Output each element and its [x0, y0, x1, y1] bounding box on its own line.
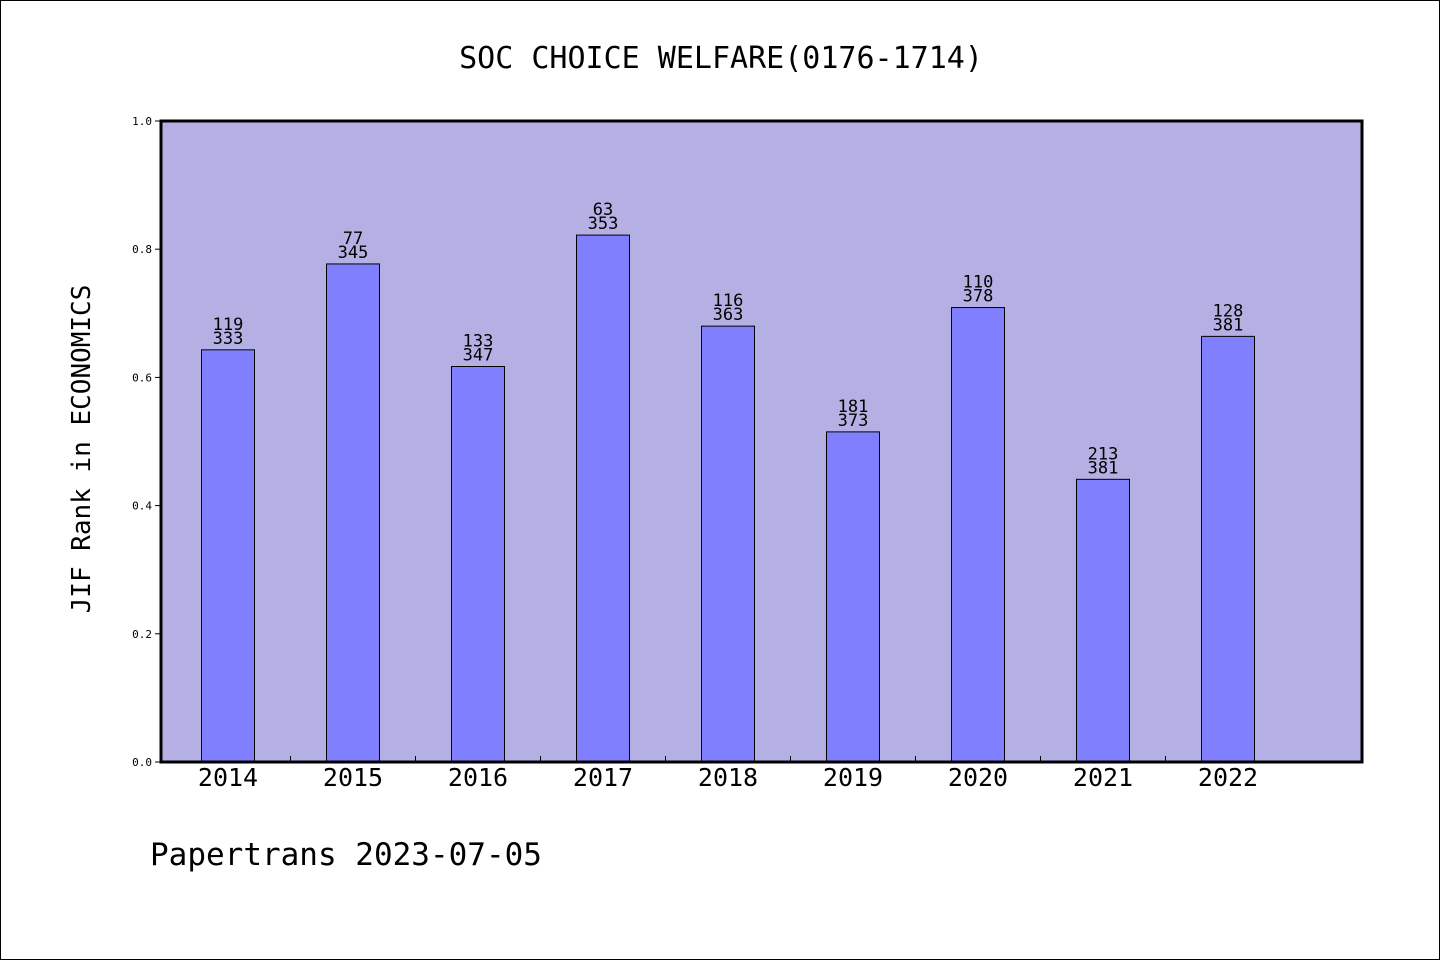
y-axis-label: JIF Rank in ECONOMICS	[67, 285, 97, 614]
x-tick-label-2022: 2022	[1198, 763, 1258, 792]
bar-2016	[451, 366, 505, 763]
rank-label-2016: 133	[463, 332, 494, 352]
x-tick-label-2014: 2014	[198, 763, 258, 792]
footer-text: Papertrans 2023-07-05	[150, 837, 542, 873]
total-label-2018: 363	[713, 305, 744, 325]
x-axis: 2014 2015 2016 2017 2018 2019 2020 2021 2022	[198, 756, 1258, 792]
bar-2019	[826, 431, 880, 763]
total-label-2017: 353	[588, 214, 619, 234]
rank-label-2019: 181	[838, 397, 869, 417]
bar-2022	[1201, 335, 1255, 763]
rank-label-2022: 128	[1213, 301, 1244, 321]
rank-label-2014: 119	[213, 315, 244, 335]
total-label-2014: 333	[213, 329, 244, 349]
x-tick-label-2017: 2017	[573, 763, 633, 792]
x-tick-label-2020: 2020	[948, 763, 1008, 792]
y-tick-label-0.2: 0.2	[132, 628, 152, 641]
rank-label-2017: 63	[593, 200, 613, 220]
x-tick-label-2016: 2016	[448, 763, 508, 792]
total-label-2020: 378	[963, 287, 994, 307]
y-tick-label-0.4: 0.4	[132, 500, 152, 513]
y-tick-label-1.0: 1.0	[132, 115, 152, 128]
bar-2018	[701, 325, 755, 763]
bars-group	[201, 234, 1255, 763]
total-label-2021: 381	[1088, 458, 1119, 478]
bar-2020	[951, 307, 1005, 763]
total-label-2015: 345	[338, 243, 369, 263]
y-axis: 0.0 0.2 0.4 0.6 0.8 1.0	[132, 115, 161, 769]
total-label-2022: 381	[1213, 315, 1244, 335]
y-tick-label-0.6: 0.6	[132, 371, 152, 384]
bar-2015	[326, 263, 380, 763]
total-label-2019: 373	[838, 411, 869, 431]
chart-title: SOC CHOICE WELFARE(0176-1714)	[459, 41, 983, 76]
y-tick-label-0.8: 0.8	[132, 243, 152, 256]
bar-2021	[1076, 478, 1130, 763]
x-tick-label-2019: 2019	[823, 763, 883, 792]
plot-border	[159, 119, 1364, 764]
rank-label-2020: 110	[963, 273, 994, 293]
x-tick-label-2015: 2015	[323, 763, 383, 792]
rank-label-2021: 213	[1088, 444, 1119, 464]
total-label-2016: 347	[463, 346, 494, 366]
bar-2014	[201, 349, 255, 763]
rank-label-2018: 116	[713, 291, 744, 311]
bar-2017	[576, 234, 630, 763]
rank-label-2015: 77	[343, 229, 363, 249]
y-tick-label-0.0: 0.0	[132, 756, 152, 769]
x-tick-label-2018: 2018	[698, 763, 758, 792]
x-tick-label-2021: 2021	[1073, 763, 1133, 792]
